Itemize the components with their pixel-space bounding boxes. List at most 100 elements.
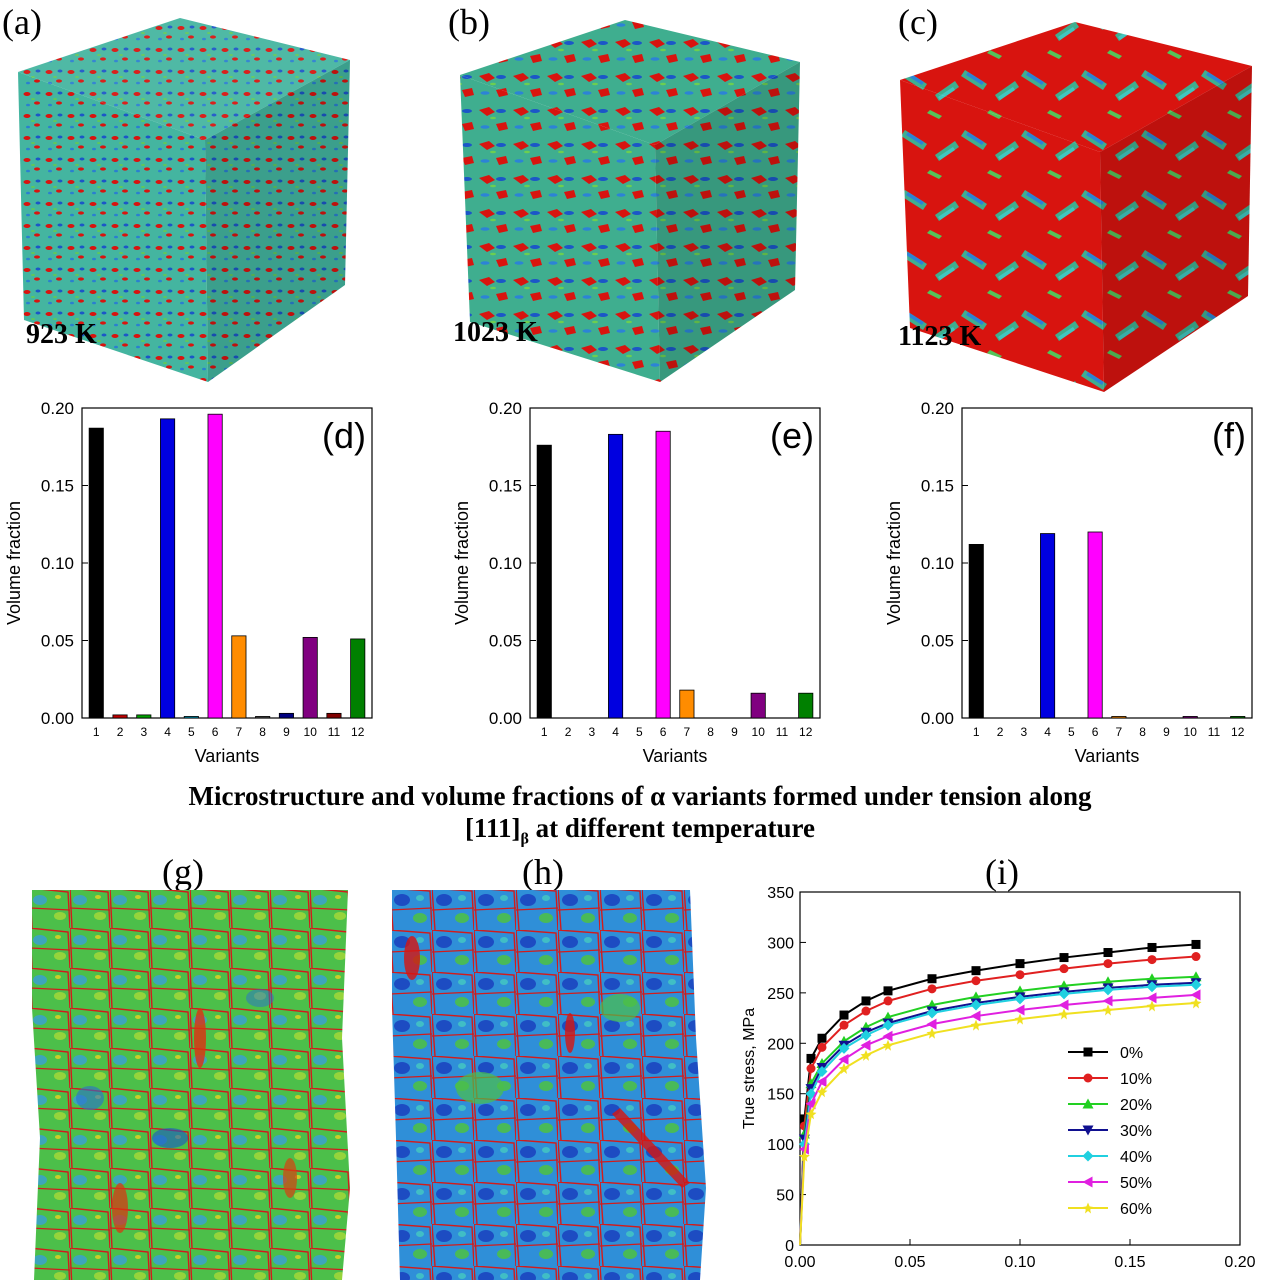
marker: [1146, 981, 1158, 993]
bar-variant-10: [302, 636, 318, 719]
x-tick-label: 10: [304, 725, 318, 739]
panel-label-h: (h): [522, 852, 564, 892]
marker: [1058, 1008, 1070, 1020]
panel-label: (e): [770, 415, 814, 456]
x-tick-label: 12: [799, 725, 813, 739]
y-tick-label: 50: [776, 1188, 794, 1205]
marker: [1190, 997, 1202, 1009]
y-tick-label: 0.05: [41, 632, 74, 651]
x-tick-label: 2: [565, 725, 572, 739]
marker: [1191, 939, 1201, 949]
x-axis-label: Variants: [1075, 746, 1140, 766]
marker: [1147, 955, 1157, 965]
marker: [839, 1010, 849, 1020]
series-0%: [799, 939, 1201, 1246]
x-tick-label: 4: [164, 725, 171, 739]
temperature-label-923: 923 K: [26, 319, 97, 350]
bar-variant-6: [1087, 531, 1103, 719]
marker: [1102, 984, 1114, 996]
y-tick-label: 250: [767, 986, 794, 1003]
bar-variant-10: [1182, 716, 1198, 719]
x-tick-label: 1: [973, 725, 980, 739]
x-tick-label: 2: [117, 725, 124, 739]
y-tick-label: 0.10: [921, 554, 954, 573]
marker: [1058, 999, 1069, 1011]
x-tick-label: 5: [1068, 725, 1075, 739]
bar-variant-8: [255, 716, 271, 719]
x-tick-label: 3: [140, 725, 147, 739]
bar-variant-6: [207, 413, 223, 719]
marker: [1103, 948, 1113, 958]
x-tick-label: 11: [1208, 725, 1221, 739]
x-tick-label: 3: [1020, 725, 1027, 739]
series-line: [799, 1001, 1197, 1246]
x-tick-label: 0.15: [1114, 1254, 1145, 1271]
x-tick-label: 12: [351, 725, 365, 739]
cube-b: [460, 20, 800, 382]
series-10%: [799, 952, 1201, 1246]
bar-variant-7: [1111, 716, 1127, 719]
y-tick-label: 0.20: [921, 399, 954, 418]
marker: [926, 1018, 937, 1030]
x-tick-label: 1: [541, 725, 548, 739]
temperature-label-1123: 1123 K: [898, 321, 982, 352]
panel-label-i: (i): [985, 852, 1019, 892]
x-tick-label: 0.00: [784, 1254, 815, 1271]
marker: [1058, 988, 1070, 1000]
series-line: [799, 943, 1197, 1246]
series-line: [799, 983, 1197, 1246]
marker: [970, 1010, 981, 1022]
marker: [970, 999, 982, 1011]
figure-caption-line2: [111]β at different temperature: [0, 812, 1280, 855]
x-tick-label: 3: [588, 725, 595, 739]
cube-c: [900, 22, 1252, 392]
marker: [861, 1006, 871, 1016]
marker: [1082, 1176, 1093, 1188]
series-line: [799, 975, 1197, 1246]
y-tick-label: 200: [767, 1036, 794, 1053]
grain-map-h: [392, 890, 706, 1280]
marker: [926, 1027, 938, 1039]
marker: [816, 1076, 827, 1088]
y-tick-label: 0.15: [489, 477, 522, 496]
bar-variant-9: [278, 712, 294, 719]
bar-variant-6: [655, 430, 671, 719]
marker: [1082, 1150, 1094, 1162]
marker: [927, 984, 937, 994]
x-tick-label: 6: [1092, 725, 1099, 739]
bar-variant-11: [326, 712, 342, 719]
x-tick-label: 8: [259, 725, 266, 739]
y-axis-label: Volume fraction: [452, 501, 472, 625]
marker: [860, 1029, 872, 1041]
y-tick-label: 350: [767, 885, 794, 902]
x-tick-label: 2: [997, 725, 1004, 739]
y-tick-label: 0.20: [41, 399, 74, 418]
marker: [817, 1033, 827, 1043]
marker: [805, 1098, 816, 1110]
bar-variant-12: [798, 692, 814, 719]
marker: [1147, 942, 1157, 952]
cube-a: [18, 18, 350, 382]
y-tick-label: 0.05: [921, 632, 954, 651]
y-tick-label: 0.00: [921, 709, 954, 728]
caption-miller-index: [111]: [464, 813, 521, 843]
marker: [1190, 989, 1201, 1001]
bar-variant-4: [160, 418, 176, 719]
x-tick-label: 7: [684, 725, 691, 739]
y-tick-label: 0: [785, 1238, 794, 1255]
plot-frame: [799, 891, 1241, 1246]
marker: [1014, 993, 1026, 1005]
bar-variant-7: [679, 689, 695, 719]
marker: [861, 996, 871, 1006]
y-axis-label: Volume fraction: [4, 501, 24, 625]
grain-map-g: [32, 890, 350, 1280]
marker: [1102, 995, 1113, 1007]
figure-caption-line1: Microstructure and volume fractions of α…: [188, 781, 1092, 811]
bar-variant-5: [183, 716, 199, 719]
y-tick-label: 0.05: [489, 632, 522, 651]
x-tick-label: 5: [636, 725, 643, 739]
marker: [798, 1150, 810, 1162]
marker: [883, 996, 893, 1006]
bar-chart-e: 0.000.050.100.150.201 2 3 4 5 6 7 8 9 10 11 12Varia…: [452, 399, 821, 766]
bar-variant-4: [1040, 533, 1056, 719]
